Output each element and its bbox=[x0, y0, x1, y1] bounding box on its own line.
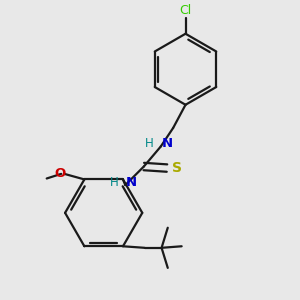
Text: N: N bbox=[126, 176, 137, 189]
Text: S: S bbox=[172, 161, 182, 175]
Text: O: O bbox=[54, 167, 65, 180]
Text: H: H bbox=[145, 137, 154, 151]
Text: H: H bbox=[110, 176, 118, 189]
Text: Cl: Cl bbox=[179, 4, 192, 17]
Text: N: N bbox=[161, 137, 172, 151]
